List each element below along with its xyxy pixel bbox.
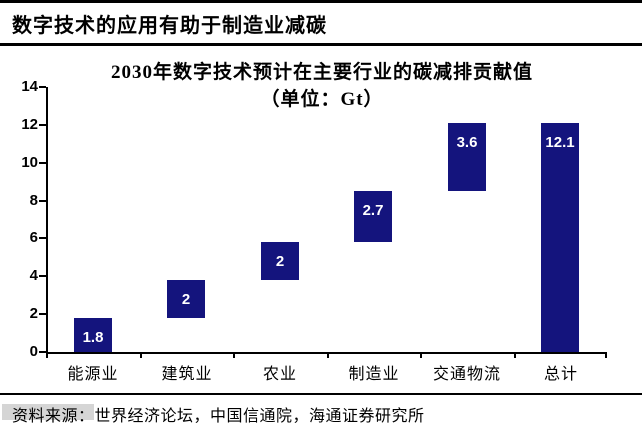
bar-4: 2.7 xyxy=(354,191,392,242)
y-axis-label: 8 xyxy=(29,191,38,209)
x-axis-label: 交通物流 xyxy=(432,366,501,383)
y-axis-label: 10 xyxy=(21,153,38,171)
highlight-watermark xyxy=(2,404,94,420)
bar-5: 3.6 xyxy=(448,123,486,191)
y-axis-label: 2 xyxy=(29,305,38,323)
bar-value-label: 12.1 xyxy=(545,134,575,151)
y-axis-label: 6 xyxy=(29,229,38,247)
bar-3: 2 xyxy=(261,242,299,280)
chart-title: 2030年数字技术预计在主要行业的碳减排贡献值 xyxy=(110,62,533,83)
y-tick xyxy=(39,313,46,316)
y-tick xyxy=(39,199,46,202)
x-axis-line xyxy=(46,352,607,354)
figure-title: 数字技术的应用有助于制造业减碳 xyxy=(12,15,327,37)
y-axis-label: 4 xyxy=(29,267,38,285)
x-axis-label: 农业 xyxy=(262,366,297,383)
x-tick xyxy=(233,352,235,358)
x-tick xyxy=(420,352,422,358)
bar-1: 1.8 xyxy=(74,318,112,352)
y-axis-label: 0 xyxy=(29,343,38,360)
y-tick xyxy=(39,351,46,353)
x-tick xyxy=(514,352,516,358)
x-tick xyxy=(140,352,142,358)
x-axis-label: 建筑业 xyxy=(161,366,213,383)
y-tick xyxy=(39,123,46,126)
bar-6: 12.1 xyxy=(541,123,579,352)
x-axis-label: 制造业 xyxy=(348,366,400,383)
x-axis-label: 总计 xyxy=(543,366,578,383)
bar-value-label: 2.7 xyxy=(362,202,384,219)
x-tick xyxy=(605,352,607,358)
y-tick xyxy=(39,237,46,240)
x-tick xyxy=(46,352,48,358)
y-tick xyxy=(39,275,46,278)
source-note: 资料来源：世界经济论坛，中国信通院，海通证券研究所 xyxy=(12,408,425,425)
chart-unit-subtitle: （单位：Gt） xyxy=(260,89,384,110)
y-axis-label: 14 xyxy=(21,78,38,95)
bar-value-label: 2 xyxy=(275,253,285,270)
y-tick xyxy=(39,86,46,88)
bottom-divider xyxy=(0,393,642,395)
waterfall-chart: 0 2 4 6 8 10 12 14 1.8 能源业 2 建筑业 2 农业 2.7 制造业 3.6 交通物流 12.… xyxy=(21,78,607,383)
y-axis-line xyxy=(46,87,48,354)
bar-value-label: 2 xyxy=(181,291,191,308)
bar-value-label: 3.6 xyxy=(456,134,478,151)
bar-2: 2 xyxy=(167,280,205,318)
bar-value-label: 1.8 xyxy=(82,329,104,346)
y-tick xyxy=(39,161,46,164)
x-axis-label: 能源业 xyxy=(67,366,119,383)
top-divider xyxy=(0,0,642,3)
x-tick xyxy=(327,352,329,358)
y-axis-label: 12 xyxy=(21,115,38,133)
header-divider xyxy=(0,43,642,46)
